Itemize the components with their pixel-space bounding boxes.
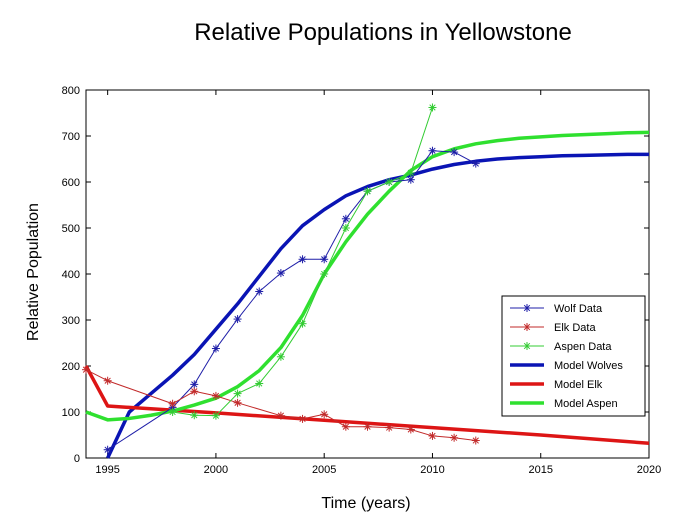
x-tick-label: 2010	[420, 464, 444, 476]
data-point-elk-data	[363, 422, 372, 431]
data-point-wolf-data	[211, 344, 220, 353]
legend-label: Model Elk	[554, 379, 603, 391]
data-point-elk-data	[103, 376, 112, 385]
x-tick-label: 2020	[637, 464, 661, 476]
data-point-elk-data	[82, 365, 90, 374]
data-point-wolf-data	[320, 255, 329, 264]
data-point-elk-data	[428, 431, 437, 440]
data-point-aspen-data	[363, 187, 372, 196]
data-point-aspen-data	[406, 168, 415, 177]
y-tick-label: 0	[74, 453, 80, 465]
data-point-aspen-data	[428, 103, 437, 112]
legend-item-wolf-data: Wolf Data	[510, 303, 603, 315]
legend-item-aspen-data: Aspen Data	[510, 341, 612, 353]
y-tick-label: 400	[62, 269, 80, 281]
legend-item-model-wolves: Model Wolves	[510, 360, 623, 372]
series-line-model-wolves	[106, 152, 649, 459]
legend-item-model-elk: Model Elk	[510, 379, 603, 391]
data-point-wolf-data	[190, 380, 199, 389]
y-tick-label: 300	[62, 315, 80, 327]
data-point-aspen-data	[276, 352, 285, 361]
data-point-elk-data	[211, 391, 220, 400]
data-point-elk-data	[168, 399, 177, 408]
x-tick-label: 2015	[528, 464, 552, 476]
data-point-elk-data	[385, 423, 394, 432]
series-line-model-elk	[84, 365, 650, 446]
data-point-elk-data	[276, 411, 285, 420]
data-point-elk-data	[471, 436, 480, 445]
legend-box	[501, 295, 646, 417]
data-point-elk-data	[450, 433, 459, 442]
y-tick-label: 700	[62, 131, 80, 143]
data-point-aspen-data	[341, 224, 350, 232]
data-point-aspen-data	[168, 408, 177, 416]
chart-title: Relative Populations in Yellowstone	[194, 19, 572, 46]
data-point-wolf-data	[276, 269, 285, 278]
data-point-elk-data	[341, 422, 350, 431]
data-point-wolf-data	[341, 214, 350, 223]
data-point-wolf-data	[103, 445, 112, 454]
x-tick-label: 2005	[312, 464, 336, 476]
legend-item-elk-data: Elk Data	[510, 322, 596, 334]
legend: Wolf Data Elk Data Aspen Data Model Wolves M…	[501, 295, 646, 417]
data-point-wolf-data	[428, 146, 437, 155]
data-point-wolf-data	[450, 148, 459, 157]
data-point-aspen-data	[298, 319, 307, 328]
legend-marker	[523, 304, 531, 312]
data-point-aspen-data	[320, 270, 329, 278]
data-point-wolf-data	[298, 255, 307, 264]
legend-label: Model Aspen	[554, 398, 618, 410]
legend-item-model-aspen: Model Aspen	[510, 398, 618, 410]
data-point-aspen-data	[255, 379, 264, 388]
y-tick-label: 500	[62, 223, 80, 235]
data-point-wolf-data	[406, 175, 415, 184]
legend-label: Aspen Data	[554, 341, 612, 353]
series-line-model-aspen	[85, 130, 650, 422]
data-point-aspen-data	[190, 411, 199, 420]
series-line-elk-data	[85, 369, 476, 442]
plot-area: 1995 2000 2005 2010 2015 2020 0 100 200 300 400 500…	[62, 85, 662, 476]
y-axis-label: Relative Population	[25, 203, 42, 341]
legend-label: Model Wolves	[554, 360, 623, 372]
data-point-aspen-data	[385, 178, 394, 186]
data-point-wolf-data	[255, 287, 264, 296]
data-point-wolf-data	[233, 315, 242, 324]
y-tick-label: 200	[62, 361, 80, 373]
data-point-elk-data	[320, 410, 329, 419]
series-line-wolf-data	[107, 150, 477, 451]
y-tick-label: 600	[62, 177, 80, 189]
data-point-aspen-data	[233, 389, 242, 398]
y-tick-label: 100	[62, 407, 80, 419]
x-tick-label: 1995	[95, 464, 119, 476]
data-point-elk-data	[190, 387, 199, 396]
x-tick-label: 2000	[204, 464, 228, 476]
data-point-elk-data	[406, 425, 415, 434]
legend-marker	[523, 323, 531, 331]
data-point-aspen-data	[211, 411, 220, 420]
legend-label: Elk Data	[554, 322, 596, 334]
data-point-wolf-data	[471, 159, 480, 168]
y-tick-label: 800	[62, 85, 80, 97]
x-axis-label: Time (years)	[321, 495, 410, 512]
data-point-elk-data	[298, 414, 307, 423]
legend-label: Wolf Data	[554, 303, 603, 315]
data-point-elk-data	[233, 398, 242, 407]
legend-marker	[523, 342, 531, 350]
